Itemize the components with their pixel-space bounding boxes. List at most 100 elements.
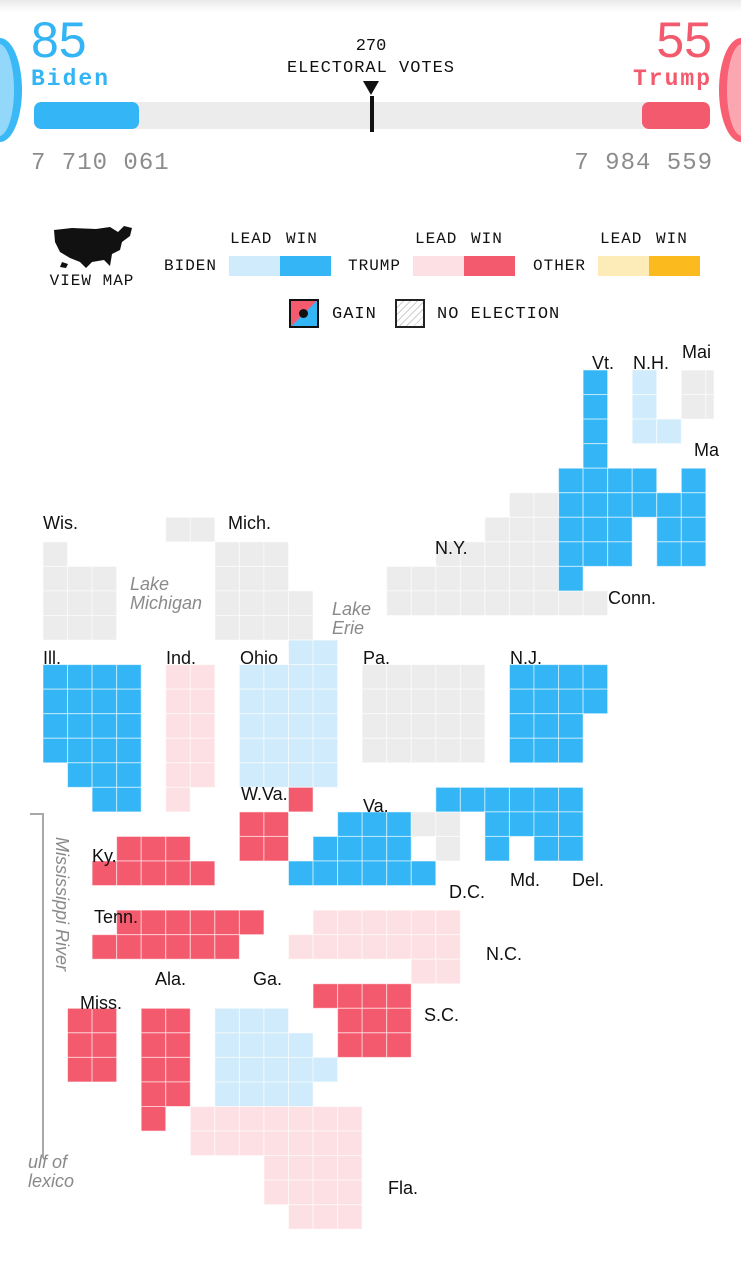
state-cell[interactable]: [67, 615, 93, 641]
state-cell[interactable]: [558, 492, 584, 518]
state-cell[interactable]: [508, 492, 535, 518]
state-cell[interactable]: [533, 565, 560, 592]
state-cell[interactable]: [238, 590, 265, 617]
state-cell[interactable]: [582, 590, 609, 617]
state-cell[interactable]: [484, 590, 510, 617]
state-ohio[interactable]: [238, 639, 339, 788]
state-cell[interactable]: [386, 737, 412, 764]
state-cell[interactable]: [680, 467, 707, 494]
state-cell[interactable]: [263, 835, 290, 862]
state-cell[interactable]: [582, 492, 609, 518]
state-sc[interactable]: [312, 983, 412, 1058]
state-cell[interactable]: [288, 1130, 314, 1157]
state-cell[interactable]: [214, 1007, 240, 1034]
state-cell[interactable]: [459, 688, 486, 715]
state-del[interactable]: [558, 786, 584, 862]
state-cell[interactable]: [607, 516, 633, 543]
state-cell[interactable]: [361, 983, 388, 1009]
state-cell[interactable]: [631, 467, 658, 494]
state-cell[interactable]: [116, 860, 142, 887]
state-cell[interactable]: [705, 369, 715, 396]
state-cell[interactable]: [91, 1056, 118, 1083]
state-cell[interactable]: [67, 565, 93, 592]
state-cell[interactable]: [189, 737, 216, 764]
state-ga[interactable]: [214, 1007, 339, 1107]
state-cell[interactable]: [656, 492, 682, 518]
state-cell[interactable]: [42, 664, 69, 690]
view-map-button[interactable]: VIEW MAP: [44, 222, 140, 294]
state-cell[interactable]: [533, 835, 560, 862]
state-cell[interactable]: [386, 688, 412, 715]
state-cell[interactable]: [582, 418, 609, 445]
state-cell[interactable]: [435, 835, 461, 862]
state-cell[interactable]: [116, 664, 142, 690]
state-cell[interactable]: [386, 983, 412, 1009]
state-cell[interactable]: [238, 1056, 265, 1083]
state-cell[interactable]: [386, 860, 412, 887]
state-cell[interactable]: [558, 590, 584, 617]
state-cell[interactable]: [116, 762, 142, 788]
state-ala[interactable]: [140, 1007, 191, 1132]
state-cell[interactable]: [582, 516, 609, 543]
state-cell[interactable]: [91, 737, 118, 764]
state-wva[interactable]: [238, 786, 314, 862]
state-cell[interactable]: [582, 443, 609, 469]
state-cell[interactable]: [558, 565, 584, 592]
state-cell[interactable]: [484, 541, 510, 567]
state-cell[interactable]: [337, 860, 363, 887]
state-cell[interactable]: [238, 664, 265, 690]
state-cell[interactable]: [238, 713, 265, 739]
state-cell[interactable]: [386, 811, 412, 837]
state-cell[interactable]: [459, 565, 486, 592]
state-cell[interactable]: [435, 688, 461, 715]
state-cell[interactable]: [361, 1007, 388, 1034]
state-cell[interactable]: [533, 786, 560, 813]
state-cell[interactable]: [410, 688, 437, 715]
state-cell[interactable]: [140, 909, 167, 936]
state-cell[interactable]: [337, 1155, 363, 1181]
state-cell[interactable]: [288, 762, 314, 788]
state-cell[interactable]: [67, 762, 93, 788]
state-cell[interactable]: [558, 786, 584, 813]
state-cell[interactable]: [607, 492, 633, 518]
state-cell[interactable]: [288, 590, 314, 617]
state-cell[interactable]: [435, 958, 461, 985]
state-mai[interactable]: [680, 369, 715, 420]
state-cell[interactable]: [386, 565, 412, 592]
state-cell[interactable]: [238, 565, 265, 592]
state-cell[interactable]: [558, 467, 584, 494]
state-ma[interactable]: [558, 467, 707, 518]
state-cell[interactable]: [361, 737, 388, 764]
state-fla[interactable]: [189, 1106, 363, 1230]
state-ky[interactable]: [91, 835, 216, 887]
state-cell[interactable]: [263, 688, 290, 715]
state-cell[interactable]: [312, 762, 339, 788]
state-cell[interactable]: [42, 688, 69, 715]
state-cell[interactable]: [238, 615, 265, 641]
state-nc[interactable]: [288, 909, 461, 985]
state-cell[interactable]: [558, 664, 584, 690]
state-cell[interactable]: [558, 835, 584, 862]
state-cell[interactable]: [410, 909, 437, 936]
state-cell[interactable]: [165, 1081, 191, 1107]
state-vt[interactable]: [582, 369, 609, 469]
state-cell[interactable]: [165, 860, 191, 887]
state-cell[interactable]: [238, 909, 265, 936]
state-cell[interactable]: [459, 664, 486, 690]
state-cell[interactable]: [140, 835, 167, 862]
state-cell[interactable]: [607, 467, 633, 494]
state-cell[interactable]: [165, 664, 191, 690]
state-cell[interactable]: [631, 418, 658, 445]
state-cell[interactable]: [288, 664, 314, 690]
state-cell[interactable]: [582, 688, 609, 715]
state-cell[interactable]: [214, 1130, 240, 1157]
state-cell[interactable]: [631, 369, 658, 396]
state-cell[interactable]: [263, 615, 290, 641]
state-cell[interactable]: [116, 786, 142, 813]
state-cell[interactable]: [189, 713, 216, 739]
state-cell[interactable]: [165, 688, 191, 715]
state-cell[interactable]: [558, 516, 584, 543]
state-cell[interactable]: [533, 516, 560, 543]
state-cell[interactable]: [288, 786, 314, 813]
state-cell[interactable]: [558, 541, 584, 567]
